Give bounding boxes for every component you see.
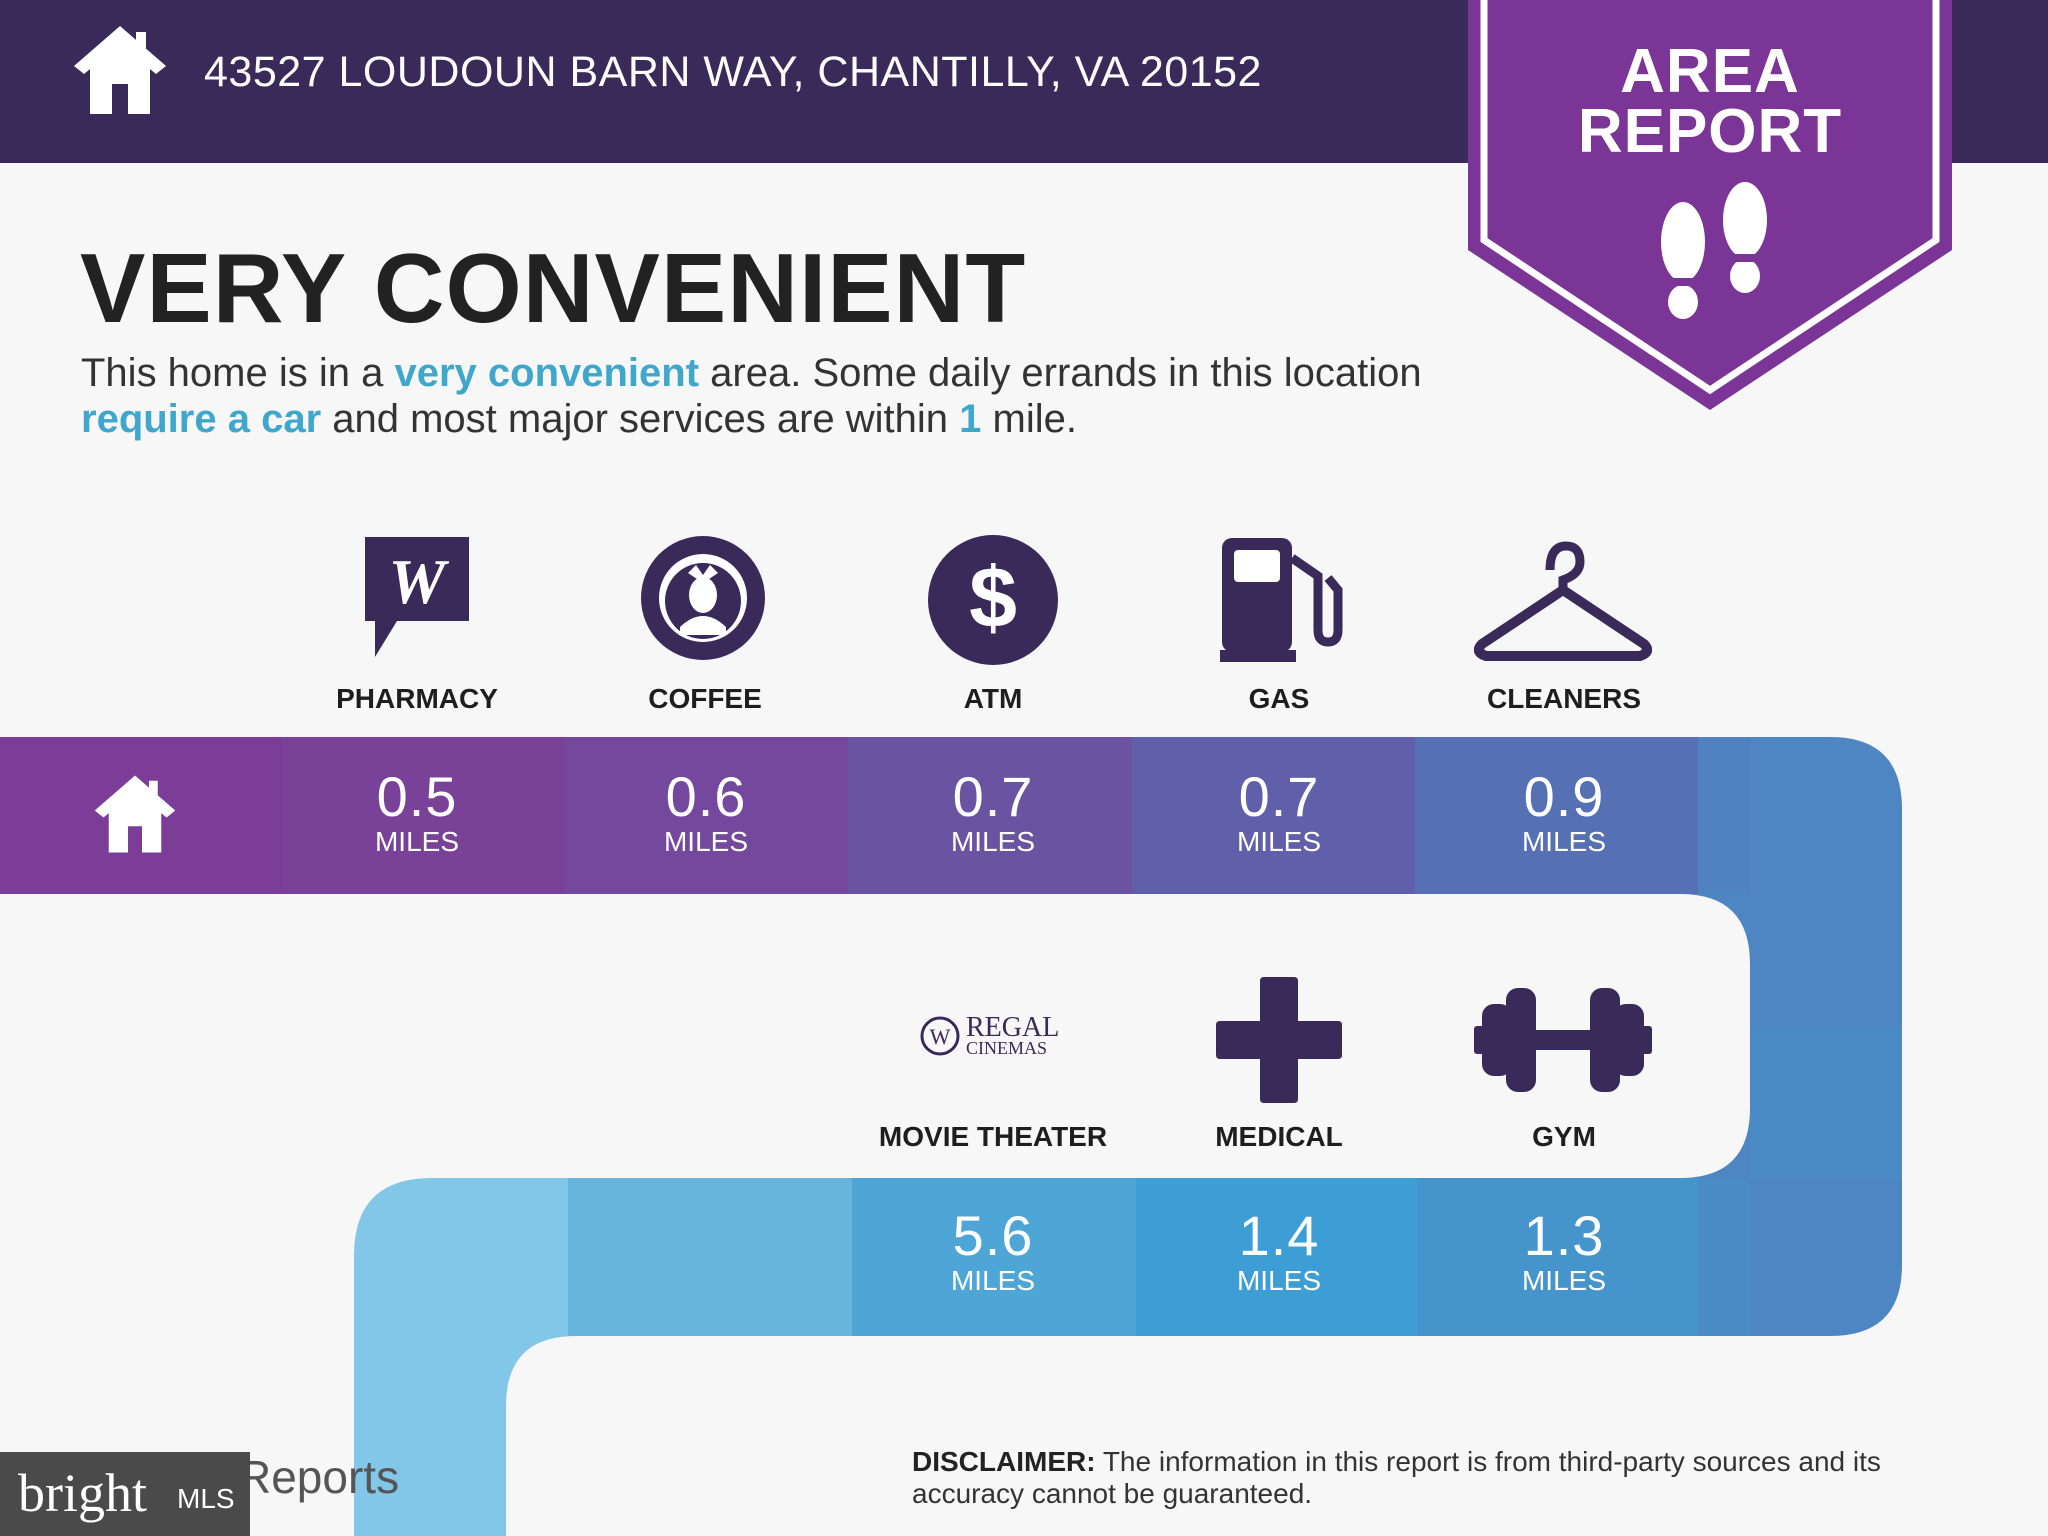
regal-line1: REGAL bbox=[966, 1012, 1059, 1043]
category-label: ATM bbox=[963, 683, 1023, 714]
starbucks-logo-icon bbox=[641, 536, 765, 660]
distance-number: 0.7 bbox=[1238, 765, 1320, 828]
category-label: GYM bbox=[1532, 1121, 1596, 1152]
disclaimer: DISCLAIMER: The information in this repo… bbox=[912, 1446, 1992, 1510]
summary-text-part: This home is in a bbox=[81, 351, 395, 395]
distance-unit: MILES bbox=[950, 1265, 1036, 1296]
badge-title-line2: REPORT bbox=[1577, 97, 1843, 166]
category-label: MEDICAL bbox=[1215, 1121, 1343, 1152]
distance-value: 1.3 MILES bbox=[1422, 1205, 1706, 1295]
watermark-text: bright bbox=[18, 1463, 147, 1523]
property-address: 43527 LOUDOUN BARN WAY, CHANTILLY, VA 20… bbox=[204, 48, 1262, 96]
badge-title-line1: AREA bbox=[1620, 37, 1800, 106]
bright-mls-watermark bbox=[0, 1452, 250, 1536]
walgreens-logo-icon: W bbox=[365, 537, 469, 657]
distance-unit: MILES bbox=[663, 826, 749, 857]
svg-text:W: W bbox=[389, 546, 450, 617]
badge-title: AREA REPORT bbox=[1468, 37, 1952, 166]
category-label: PHARMACY bbox=[336, 683, 498, 714]
distance-number: 0.7 bbox=[952, 765, 1034, 828]
distance-value: 0.7 MILES bbox=[851, 766, 1135, 856]
watermark-mls: MLS bbox=[177, 1483, 235, 1514]
category-label: MOVIE THEATER bbox=[878, 1121, 1108, 1152]
distance-unit: MILES bbox=[1521, 826, 1607, 857]
distance-unit: MILES bbox=[950, 826, 1036, 857]
category-label: COFFEE bbox=[648, 683, 762, 714]
area-report-badge bbox=[1468, 0, 1952, 410]
summary-text: This home is in a very convenient area. … bbox=[81, 350, 1481, 442]
summary-text-part: area. Some daily errands in this locatio… bbox=[699, 351, 1422, 395]
svg-text:W: W bbox=[930, 1024, 951, 1049]
distance-value: 1.4 MILES bbox=[1137, 1205, 1421, 1295]
distance-number: 0.5 bbox=[376, 765, 458, 828]
summary-highlight: very convenient bbox=[394, 351, 700, 395]
distance-number: 5.6 bbox=[952, 1204, 1034, 1267]
disclaimer-label: DISCLAIMER: bbox=[912, 1446, 1096, 1477]
summary-text-part: mile. bbox=[981, 397, 1077, 441]
distance-number: 0.9 bbox=[1523, 765, 1605, 828]
distance-value: 0.9 MILES bbox=[1422, 766, 1706, 856]
dumbbell-icon bbox=[1474, 988, 1652, 1092]
gas-pump-icon bbox=[1220, 538, 1343, 662]
svg-text:$: $ bbox=[969, 550, 1017, 646]
category-label: CLEANERS bbox=[1486, 683, 1641, 714]
page-title: VERY CONVENIENT bbox=[80, 233, 1027, 343]
distance-value: 0.7 MILES bbox=[1137, 766, 1421, 856]
house-icon bbox=[74, 26, 166, 114]
distance-unit: MILES bbox=[1236, 1265, 1322, 1296]
distance-unit: MILES bbox=[1236, 826, 1322, 857]
hanger-icon bbox=[1474, 541, 1652, 661]
category-label: GAS bbox=[1248, 683, 1310, 714]
distance-number: 1.3 bbox=[1523, 1204, 1605, 1267]
home-icon bbox=[94, 775, 176, 853]
summary-highlight: require a car bbox=[81, 397, 322, 441]
summary-highlight: 1 bbox=[959, 397, 982, 441]
distance-number: 1.4 bbox=[1238, 1204, 1320, 1267]
summary-text-part: and most major services are within bbox=[321, 397, 960, 441]
distance-number: 0.6 bbox=[665, 765, 747, 828]
dollar-icon: $ bbox=[928, 535, 1058, 665]
footprints-icon bbox=[1661, 182, 1767, 319]
distance-unit: MILES bbox=[1521, 1265, 1607, 1296]
distance-value: 0.5 MILES bbox=[275, 766, 559, 856]
distance-value: 0.6 MILES bbox=[564, 766, 848, 856]
medical-cross-icon bbox=[1216, 977, 1342, 1103]
brand-name: Reports bbox=[238, 1451, 400, 1503]
distance-value: 5.6 MILES bbox=[851, 1205, 1135, 1295]
regal-line2: CINEMAS bbox=[966, 1038, 1047, 1058]
distance-unit: MILES bbox=[374, 826, 460, 857]
regal-cinemas-logo-icon: W REGAL CINEMAS bbox=[920, 1012, 1059, 1058]
disclaimer-text: The information in this report is from t… bbox=[912, 1446, 1881, 1509]
